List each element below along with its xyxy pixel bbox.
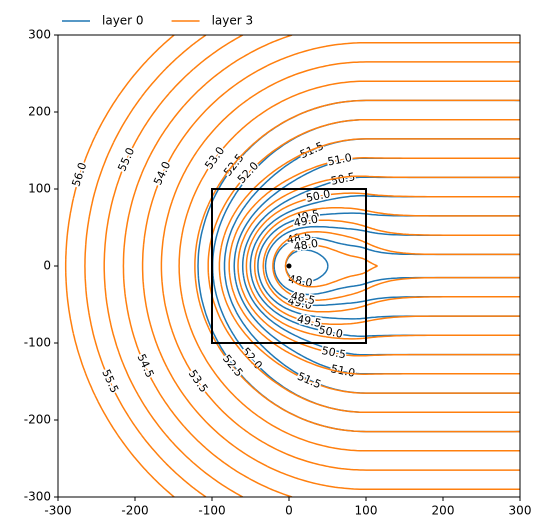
- x-tick-label: 200: [432, 504, 455, 518]
- y-tick-label: -200: [24, 413, 51, 427]
- contour-line: [241, 176, 520, 356]
- contour-line: [262, 219, 520, 313]
- contour-line: [253, 207, 520, 325]
- y-tick-label: 0: [43, 259, 51, 273]
- contour-line: [237, 175, 520, 357]
- contour-line: [160, 61, 520, 471]
- contour-line: [84, 35, 207, 497]
- contour-line: [194, 99, 520, 433]
- x-tick-label: -100: [198, 504, 225, 518]
- contour-label: 48.0: [293, 237, 319, 254]
- y-tick-label: -300: [24, 490, 51, 504]
- contour-label: 51.0: [326, 151, 353, 168]
- contour-label: 55.5: [99, 367, 121, 395]
- contour-line: [272, 231, 520, 301]
- contour-label: 50.0: [305, 187, 332, 205]
- legend-label: layer 0: [102, 14, 144, 28]
- y-tick-label: 300: [28, 28, 51, 42]
- well: [286, 263, 292, 269]
- contour-label: 54.5: [135, 352, 157, 380]
- contour-line: [141, 41, 520, 491]
- contour-label: 50.5: [321, 344, 348, 361]
- contour-label: 55.0: [115, 146, 137, 174]
- contour-label: 56.0: [70, 161, 90, 188]
- contour-line: [284, 244, 378, 288]
- x-tick-label: -200: [121, 504, 148, 518]
- contour-line: [122, 35, 293, 497]
- legend-label: layer 3: [212, 14, 254, 28]
- contour-label: 49.0: [293, 213, 319, 230]
- contour-line: [207, 118, 520, 414]
- contour-line: [103, 35, 244, 497]
- contour-label: 54.0: [151, 159, 173, 187]
- contour-line: [178, 80, 520, 452]
- contour-label: 49.5: [296, 312, 323, 330]
- model-boundary: [211, 188, 367, 344]
- x-tick-label: 0: [285, 504, 293, 518]
- x-tick-label: 300: [509, 504, 532, 518]
- contour-line: [64, 35, 175, 497]
- contour-line: [245, 192, 520, 340]
- y-tick-label: -100: [24, 336, 51, 350]
- plot-area: 48.048.549.049.550.050.551.051.552.052.5…: [64, 35, 520, 497]
- contour-label: 51.5: [295, 370, 323, 392]
- x-tick-label: 100: [355, 504, 378, 518]
- y-tick-label: 200: [28, 105, 51, 119]
- contour-line: [218, 138, 520, 394]
- contour-line: [228, 157, 520, 375]
- x-tick-label: -300: [44, 504, 71, 518]
- contour-label: 53.5: [186, 367, 211, 395]
- y-tick-label: 100: [28, 182, 51, 196]
